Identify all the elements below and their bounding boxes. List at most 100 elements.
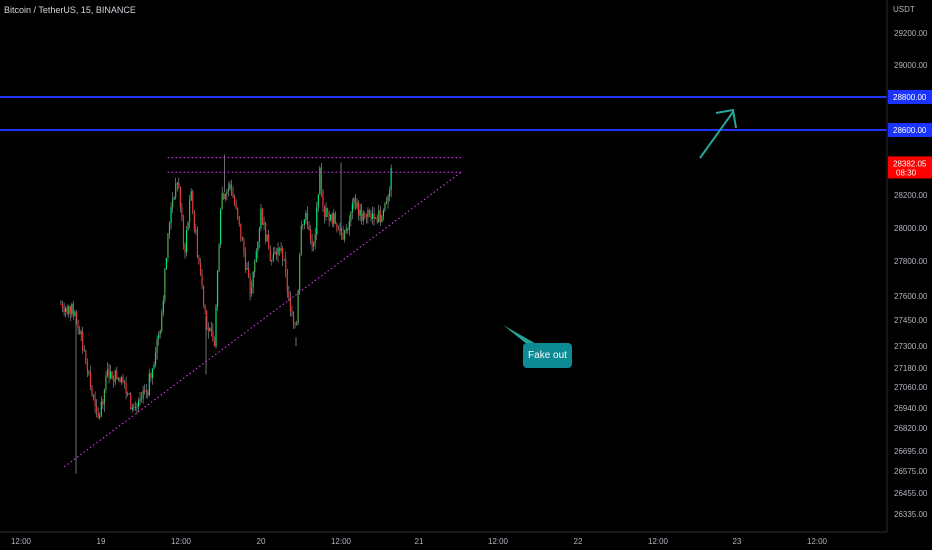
candle bbox=[288, 285, 290, 302]
candle bbox=[193, 209, 195, 233]
candle bbox=[99, 412, 101, 420]
time-tick-label: 22 bbox=[574, 537, 583, 546]
candle bbox=[144, 384, 146, 395]
price-tick-label: 27300.00 bbox=[894, 342, 928, 351]
candle bbox=[60, 299, 62, 305]
price-tick-label: 26820.00 bbox=[894, 424, 928, 433]
candle bbox=[260, 203, 262, 232]
candle bbox=[285, 251, 287, 278]
candle bbox=[271, 259, 273, 266]
time-axis: 12:00 19 12:00 20 12:00 21 12:00 22 12:00 23 12:00 bbox=[0, 531, 887, 546]
candle bbox=[353, 196, 355, 209]
candle bbox=[173, 196, 175, 201]
candle bbox=[344, 229, 346, 243]
candle bbox=[69, 305, 71, 322]
candle bbox=[282, 245, 284, 267]
candle bbox=[331, 211, 333, 227]
candle bbox=[65, 306, 67, 318]
candle bbox=[223, 192, 225, 201]
price-tick-label: 27800.00 bbox=[894, 257, 928, 266]
time-tick-label: 19 bbox=[97, 537, 106, 546]
price-tick-label: 27060.00 bbox=[894, 383, 928, 392]
candle bbox=[167, 233, 169, 263]
level-price-badge: 28600.00 bbox=[888, 123, 932, 137]
svg-text:28600.00: 28600.00 bbox=[893, 126, 927, 135]
candle bbox=[82, 326, 84, 354]
candle bbox=[345, 224, 347, 234]
fake-out-callout: Fake out bbox=[523, 343, 572, 368]
candle bbox=[389, 186, 391, 202]
candle bbox=[364, 211, 366, 220]
candle bbox=[68, 305, 70, 318]
candle bbox=[201, 269, 203, 290]
time-tick-label: 12:00 bbox=[807, 537, 828, 546]
candle bbox=[204, 304, 206, 315]
candle bbox=[190, 188, 192, 202]
chart-title: Bitcoin / TetherUS, 15, BINANCE bbox=[4, 5, 136, 15]
candle bbox=[368, 208, 371, 218]
callout-pointer bbox=[503, 325, 538, 345]
candle bbox=[165, 257, 167, 270]
candle bbox=[319, 165, 321, 196]
candle bbox=[66, 304, 68, 316]
candle bbox=[243, 237, 245, 258]
breakout-arrow-icon[interactable] bbox=[699, 108, 737, 159]
candle bbox=[130, 391, 132, 410]
candle bbox=[215, 303, 217, 349]
candle bbox=[278, 246, 281, 256]
candle bbox=[249, 273, 251, 301]
candle bbox=[297, 289, 299, 325]
candle bbox=[339, 222, 341, 236]
candle bbox=[75, 310, 78, 325]
time-tick-label: 21 bbox=[415, 537, 424, 546]
candle bbox=[337, 225, 340, 231]
candle bbox=[347, 227, 349, 234]
candle bbox=[80, 329, 82, 342]
candle bbox=[261, 207, 264, 226]
candle bbox=[125, 376, 127, 400]
candle bbox=[362, 210, 364, 226]
candle bbox=[218, 242, 220, 272]
candle bbox=[387, 194, 389, 209]
candle bbox=[246, 262, 248, 271]
candle bbox=[83, 345, 85, 352]
candle bbox=[153, 361, 155, 370]
candle bbox=[176, 181, 178, 192]
candle bbox=[258, 226, 260, 249]
candle bbox=[333, 209, 335, 228]
price-tick-label: 27180.00 bbox=[894, 364, 928, 373]
candle bbox=[275, 248, 278, 261]
candle bbox=[122, 373, 124, 384]
time-tick-label: 12:00 bbox=[648, 537, 669, 546]
candle bbox=[187, 221, 189, 231]
candle bbox=[277, 242, 279, 262]
candle bbox=[229, 180, 231, 191]
price-axis: USDT 29200.00 29000.00 28200.00 28000.00 2780… bbox=[886, 0, 932, 532]
candle bbox=[85, 349, 87, 365]
candle bbox=[134, 401, 136, 411]
candle bbox=[266, 234, 268, 242]
svg-text:08:30: 08:30 bbox=[896, 168, 917, 177]
candle bbox=[294, 321, 296, 329]
candle bbox=[97, 407, 99, 419]
candle bbox=[252, 270, 254, 294]
candle bbox=[234, 194, 236, 207]
candle bbox=[302, 224, 304, 230]
candle bbox=[309, 225, 312, 245]
price-tick-label: 29200.00 bbox=[894, 29, 928, 38]
candle bbox=[77, 319, 79, 335]
candle bbox=[142, 385, 144, 404]
candle bbox=[89, 365, 92, 391]
candle bbox=[196, 226, 198, 259]
candle bbox=[230, 179, 233, 197]
candle bbox=[296, 320, 298, 326]
candle bbox=[348, 215, 350, 236]
svg-text:28382.05: 28382.05 bbox=[893, 159, 927, 168]
candle bbox=[119, 377, 121, 383]
candle bbox=[102, 398, 104, 409]
candle bbox=[162, 295, 164, 317]
candle bbox=[289, 291, 291, 317]
price-tick-label: 26940.00 bbox=[894, 404, 928, 413]
candle bbox=[192, 189, 194, 215]
